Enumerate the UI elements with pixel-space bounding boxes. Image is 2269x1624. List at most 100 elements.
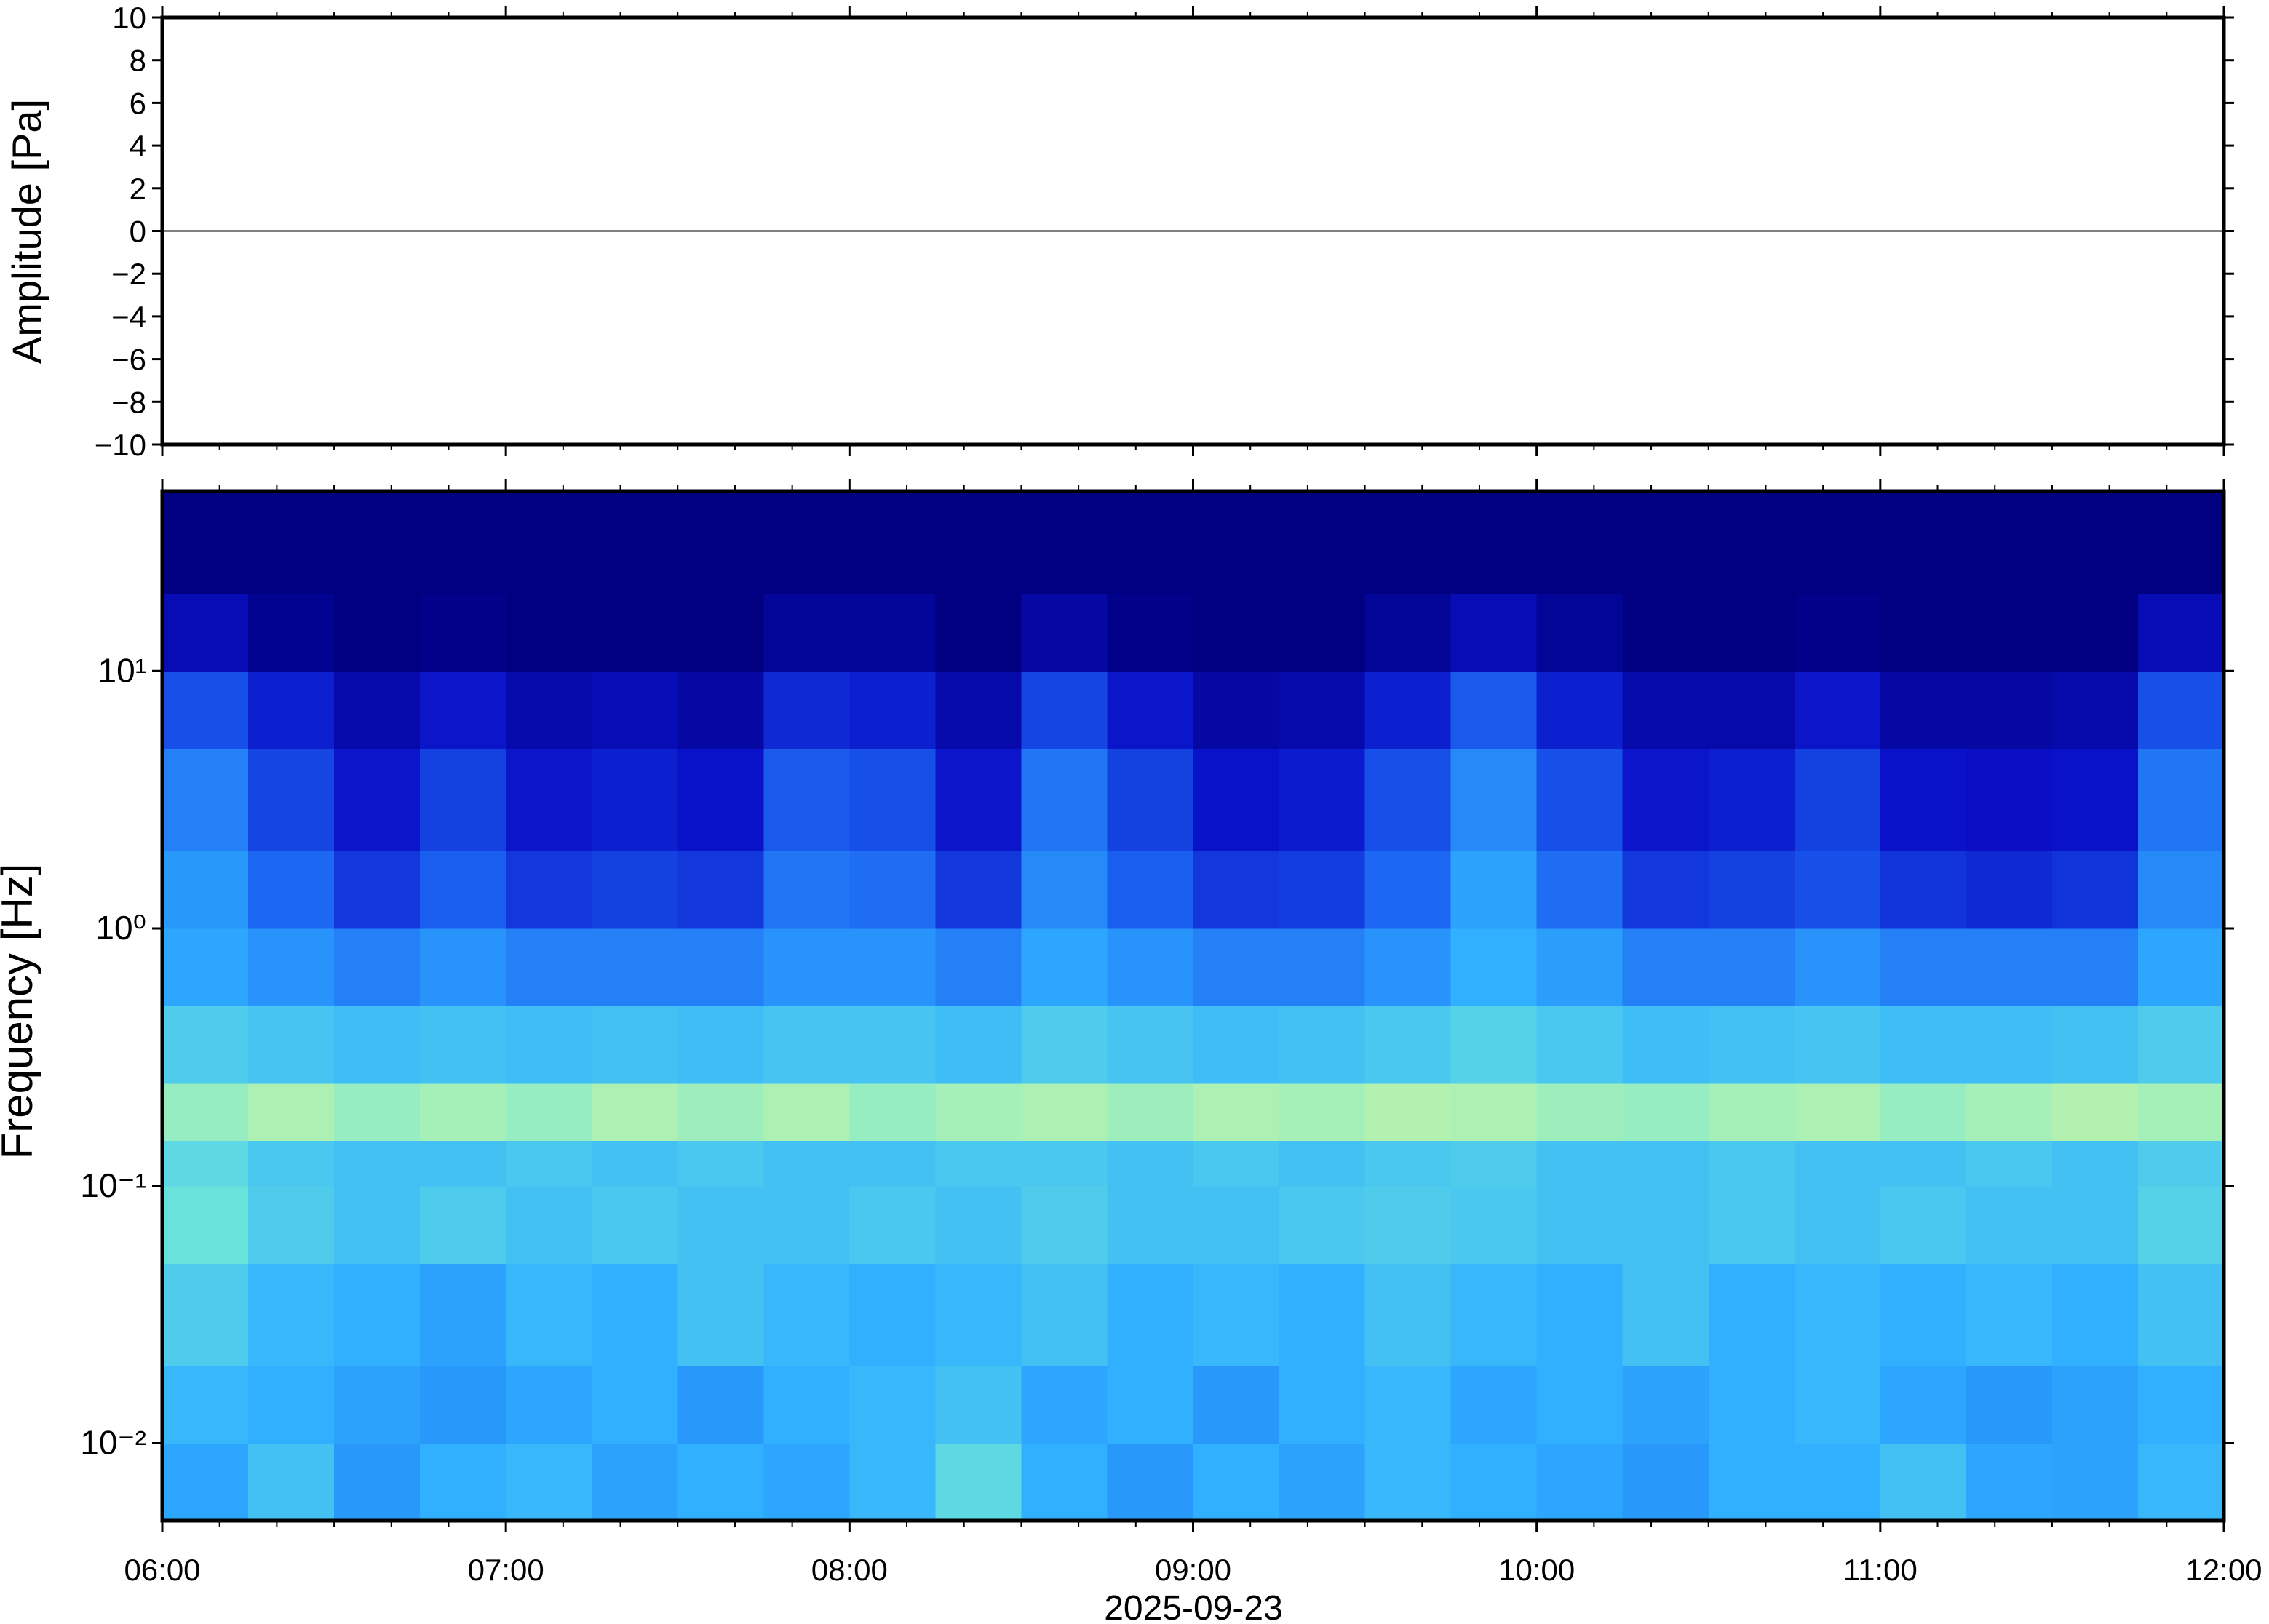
heat-cell	[1622, 1366, 1709, 1444]
heat-cell	[763, 1263, 850, 1366]
heat-cell	[1622, 928, 1709, 1007]
heat-cell	[1021, 1263, 1108, 1366]
heat-cell	[1536, 851, 1624, 929]
heat-cell	[677, 1185, 764, 1264]
heat-cell	[248, 1185, 335, 1264]
heat-cell	[1622, 491, 1709, 594]
heat-cell	[248, 851, 335, 929]
heat-cell	[1021, 928, 1108, 1007]
heat-cell	[162, 593, 249, 672]
heat-cell	[677, 928, 764, 1007]
heat-cell	[1536, 1140, 1624, 1187]
heat-cell	[1279, 928, 1366, 1007]
heat-cell	[162, 1083, 249, 1142]
heat-cell	[1536, 1185, 1624, 1264]
heat-cell	[1364, 1263, 1452, 1366]
heat-cell	[506, 491, 592, 594]
heat-cell	[677, 1140, 764, 1187]
heat-cell	[849, 1140, 936, 1187]
heat-cell	[1107, 1366, 1194, 1444]
heat-cell	[1021, 1185, 1108, 1264]
heat-cell	[935, 491, 1022, 594]
heat-cell	[334, 1185, 421, 1264]
heat-cell	[1880, 671, 1967, 749]
heat-cell	[1021, 1140, 1108, 1187]
heat-cell	[1708, 1006, 1795, 1084]
heat-cell	[1708, 748, 1795, 852]
plot-frame	[160, 15, 2226, 447]
heat-cell	[420, 1006, 506, 1084]
heat-cell	[935, 1263, 1022, 1366]
heat-cell	[1622, 593, 1709, 672]
heat-cell	[1450, 1140, 1538, 1187]
heat-cell	[1450, 671, 1538, 749]
heat-cell	[420, 1366, 506, 1444]
heat-cell	[334, 1443, 421, 1521]
heat-cell	[162, 1263, 249, 1366]
heat-cell	[420, 671, 506, 749]
heat-cell	[420, 1443, 506, 1521]
heat-cell	[935, 1083, 1022, 1142]
heat-cell	[1536, 491, 1624, 594]
heat-cell	[420, 593, 506, 672]
heat-cell	[506, 1185, 592, 1264]
heat-cell	[1193, 1083, 1280, 1142]
heat-cell	[248, 671, 335, 749]
heat-cell	[763, 851, 850, 929]
heat-cell	[1193, 1263, 1280, 1366]
heat-cell	[2137, 851, 2225, 929]
heat-cell	[1107, 1185, 1194, 1264]
heat-cell	[1450, 851, 1538, 929]
heat-cell	[248, 1140, 335, 1187]
heat-cell	[1364, 491, 1452, 594]
heat-cell	[1450, 491, 1538, 594]
heat-cell	[248, 593, 335, 672]
heat-cell	[1450, 1006, 1538, 1084]
heat-cell	[2137, 1366, 2225, 1444]
heat-cell	[1021, 1006, 1108, 1084]
heat-cell	[1708, 928, 1795, 1007]
heat-cell	[1364, 748, 1452, 852]
heat-cell	[334, 1006, 421, 1084]
heat-cell	[1364, 671, 1452, 749]
heat-cell	[1966, 1140, 2053, 1187]
heat-cell	[1279, 1140, 1366, 1187]
heat-cell	[935, 1185, 1022, 1264]
heat-cell	[1279, 491, 1366, 594]
heat-cell	[1279, 1006, 1366, 1084]
heat-cell	[592, 593, 678, 672]
y-tick-label: −10	[95, 428, 146, 462]
heat-cell	[1794, 1140, 1881, 1187]
heat-cell	[1279, 1443, 1366, 1521]
y-tick-label: −2	[111, 257, 146, 291]
heat-cell	[506, 1083, 592, 1142]
heat-cell	[420, 1083, 506, 1142]
heat-cell	[334, 1263, 421, 1366]
heat-cell	[1193, 1366, 1280, 1444]
heat-cell	[162, 928, 249, 1007]
heat-cell	[1193, 748, 1280, 852]
heat-cell	[1021, 851, 1108, 929]
spectrogram	[162, 491, 2225, 1521]
heat-cell	[849, 1185, 936, 1264]
heat-cell	[506, 851, 592, 929]
heat-cell	[1536, 748, 1624, 852]
heat-cell	[763, 1006, 850, 1084]
heat-cell	[506, 1366, 592, 1444]
heat-cell	[420, 1263, 506, 1366]
heat-cell	[1107, 1006, 1194, 1084]
heat-cell	[1536, 1263, 1624, 1366]
heat-cell	[2137, 1006, 2225, 1084]
x-tick-label: 11:00	[1843, 1553, 1918, 1587]
heat-cell	[1450, 1443, 1538, 1521]
heat-cell	[420, 928, 506, 1007]
heat-cell	[763, 1185, 850, 1264]
heat-cell	[1622, 851, 1709, 929]
heat-cell	[1107, 748, 1194, 852]
heat-cell	[1193, 1140, 1280, 1187]
heat-cell	[1021, 593, 1108, 672]
heat-cell	[1966, 851, 2053, 929]
heat-cell	[935, 1366, 1022, 1444]
heat-cell	[2051, 671, 2139, 749]
heat-cell	[248, 1083, 335, 1142]
